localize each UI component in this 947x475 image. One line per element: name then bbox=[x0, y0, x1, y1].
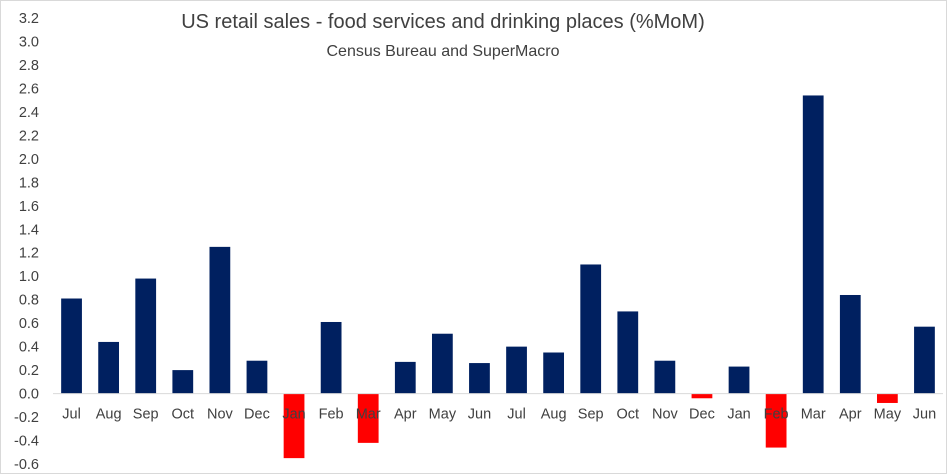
bar bbox=[691, 393, 713, 399]
chart-title: US retail sales - food services and drin… bbox=[181, 11, 705, 33]
y-tick-label: 0.8 bbox=[19, 293, 39, 309]
x-tick-label: May bbox=[874, 407, 902, 423]
x-tick-label: Dec bbox=[244, 407, 270, 423]
y-tick-label: 2.6 bbox=[19, 81, 39, 97]
x-tick-label: Aug bbox=[541, 407, 567, 423]
bar bbox=[98, 341, 120, 394]
x-tick-label: Jan bbox=[727, 407, 750, 423]
x-tick-label: Oct bbox=[172, 407, 195, 423]
bar bbox=[876, 393, 898, 403]
bar bbox=[580, 264, 602, 394]
bar-series bbox=[61, 95, 935, 459]
y-tick-label: 1.2 bbox=[19, 246, 39, 262]
y-tick-label: -0.4 bbox=[14, 434, 39, 450]
y-tick-label: 1.0 bbox=[19, 269, 39, 285]
y-tick-label: 0.0 bbox=[19, 387, 39, 403]
x-tick-label: Nov bbox=[207, 407, 234, 423]
bar bbox=[320, 321, 342, 394]
bar bbox=[914, 326, 935, 394]
x-tick-label: May bbox=[429, 407, 457, 423]
x-tick-label: Apr bbox=[839, 407, 862, 423]
bar bbox=[394, 361, 416, 394]
bar bbox=[802, 95, 824, 394]
bar bbox=[283, 393, 305, 459]
chart-subtitle: Census Bureau and SuperMacro bbox=[326, 43, 559, 60]
y-axis-tick-labels: 3.2 3.0 2.8 2.6 2.4 2.2 2.0 1.8 1.6 1.4 1.2 1.0 0.8 0… bbox=[14, 11, 39, 473]
x-tick-label: Mar bbox=[801, 407, 826, 423]
y-tick-label: 0.4 bbox=[19, 340, 39, 356]
bar bbox=[765, 393, 787, 448]
x-tick-label: Jul bbox=[507, 407, 526, 423]
bar bbox=[469, 363, 490, 394]
bar bbox=[61, 298, 82, 394]
x-tick-label: Jun bbox=[468, 407, 491, 423]
x-tick-label: Feb bbox=[764, 407, 789, 423]
bar bbox=[728, 366, 750, 394]
x-tick-label: Jun bbox=[913, 407, 936, 423]
y-tick-label: 3.0 bbox=[19, 34, 39, 50]
bar bbox=[506, 346, 527, 394]
y-tick-label: 1.4 bbox=[19, 222, 39, 238]
y-tick-label: 3.2 bbox=[19, 11, 39, 27]
bar bbox=[617, 311, 639, 394]
y-tick-label: 0.2 bbox=[19, 363, 39, 379]
y-tick-label: -0.2 bbox=[14, 410, 39, 426]
x-tick-label: Jul bbox=[62, 407, 81, 423]
y-tick-label: 1.6 bbox=[19, 199, 39, 215]
x-tick-label: Aug bbox=[96, 407, 122, 423]
bar bbox=[839, 294, 861, 394]
y-tick-label: 0.6 bbox=[19, 316, 39, 332]
bar bbox=[246, 360, 268, 394]
x-tick-label: Mar bbox=[356, 407, 381, 423]
x-tick-label: Dec bbox=[689, 407, 715, 423]
x-tick-label: Sep bbox=[578, 407, 604, 423]
y-tick-label: 2.8 bbox=[19, 58, 39, 74]
bar bbox=[357, 393, 379, 443]
bar bbox=[431, 333, 453, 394]
x-tick-label: Feb bbox=[319, 407, 344, 423]
bar bbox=[135, 278, 157, 394]
y-tick-label: 2.2 bbox=[19, 128, 39, 144]
y-tick-label: 2.0 bbox=[19, 152, 39, 168]
x-tick-label: Apr bbox=[394, 407, 417, 423]
x-tick-label: Jan bbox=[282, 407, 305, 423]
bar bbox=[172, 370, 194, 394]
x-tick-label: Sep bbox=[133, 407, 159, 423]
y-tick-label: 2.4 bbox=[19, 105, 39, 121]
x-tick-label: Oct bbox=[617, 407, 640, 423]
y-tick-label: -0.6 bbox=[14, 457, 39, 473]
x-axis-tick-labels: Jul Aug Sep Oct Nov Dec Jan Feb Mar Apr May Jun Jul A… bbox=[62, 407, 936, 423]
bar bbox=[543, 352, 565, 394]
y-tick-label: 1.8 bbox=[19, 175, 39, 191]
x-tick-label: Nov bbox=[652, 407, 679, 423]
bar bbox=[654, 360, 676, 394]
bar bbox=[209, 246, 231, 394]
